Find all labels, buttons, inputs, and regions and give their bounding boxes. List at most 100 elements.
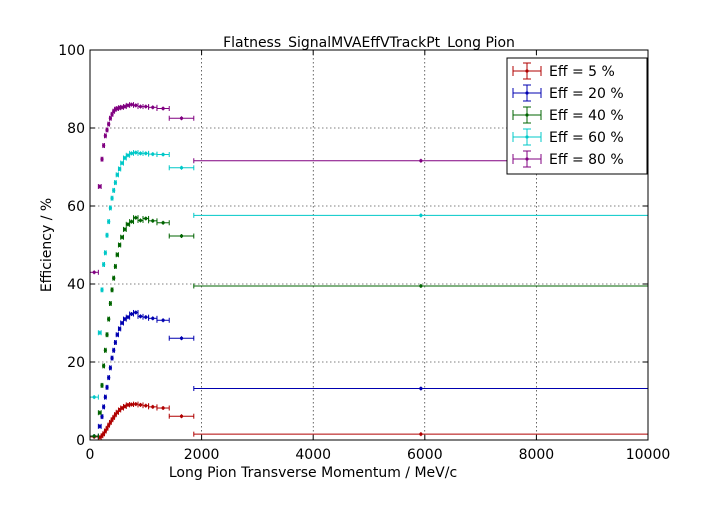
marker [108,116,112,120]
marker [107,317,111,321]
data-point [129,102,135,108]
series-2 [89,309,649,439]
marker [107,376,111,380]
y-tick-label: 0 [76,433,85,449]
marker [123,104,127,109]
series-4 [89,150,649,400]
marker [98,424,102,428]
data-point [125,102,131,108]
legend-marker-dot [525,157,529,161]
marker [113,340,117,345]
legend-label: Eff = 20 % [549,86,624,102]
marker [112,188,116,192]
data-point [122,226,127,232]
data-point [107,219,111,225]
marker [120,406,124,410]
marker [112,276,116,280]
marker [179,234,184,238]
marker [123,317,127,321]
marker [123,156,127,160]
axis-ticks: 0 2000 4000 6000 8000 10000 0 20 40 60 80 100 [58,43,670,463]
data-point [156,152,170,158]
data-point [193,212,649,218]
data-point [112,187,116,193]
marker [151,219,155,223]
data-point [100,156,104,162]
marker [113,181,117,185]
marker [138,218,143,223]
data-point [105,232,109,238]
marker [129,103,134,107]
x-tick-label: 6000 [407,447,443,463]
marker [113,264,117,269]
data-point [117,166,122,172]
data-point [117,326,122,332]
data-point [105,127,109,133]
legend-label: Eff = 5 % [549,64,615,80]
marker [129,312,134,316]
data-point [129,150,135,156]
marker [107,220,111,224]
data-point [168,335,195,341]
data-point [97,423,102,429]
marker [92,395,96,399]
data-point [103,250,107,256]
data-point [156,317,170,323]
marker [138,314,143,318]
data-point [137,104,144,110]
marker [419,159,423,163]
marker [115,333,119,337]
marker [126,153,130,157]
legend-entry: Eff = 40 % [512,106,624,124]
data-point [156,405,170,411]
data-point [148,104,158,110]
x-tick-label: 8000 [519,447,555,463]
data-point [120,160,124,166]
data-point [89,269,99,275]
data-point [89,433,99,439]
marker [144,404,148,408]
marker [179,116,184,120]
data-point [110,355,114,361]
data-point [112,275,116,281]
marker [108,366,112,370]
data-point [168,165,195,171]
data-point [110,195,114,201]
data-point [133,150,139,156]
marker [179,336,184,340]
marker [138,151,143,155]
marker [103,348,107,352]
x-tick-label: 0 [86,447,95,463]
marker [126,315,130,319]
data-point [137,402,144,408]
legend-marker-dot [525,113,529,117]
marker [98,331,102,335]
data-point [110,287,114,293]
marker [120,235,124,239]
marker [134,216,138,220]
legend: Eff = 5 % Eff = 20 % Eff = 40 % Eff = 60 % E… [506,57,648,175]
legend-box [506,57,648,175]
legend-marker-dot [525,135,529,139]
y-tick-label: 100 [58,43,85,59]
marker [151,152,155,156]
marker [108,301,112,306]
data-point [148,404,158,410]
data-point [129,402,135,408]
data-point [168,413,195,419]
data-point [105,384,109,390]
marker [120,161,124,165]
data-point [125,152,131,158]
x-axis-label: Long Pion Transverse Momentum / MeV/c [169,465,457,481]
marker [102,405,106,409]
data-point [168,233,195,239]
marker [102,143,106,148]
marker [110,196,114,200]
marker [115,173,119,177]
data-point [107,121,111,127]
marker [144,104,148,109]
marker [134,310,138,315]
data-point [129,311,135,317]
data-point [120,234,124,240]
data-point [137,150,144,156]
